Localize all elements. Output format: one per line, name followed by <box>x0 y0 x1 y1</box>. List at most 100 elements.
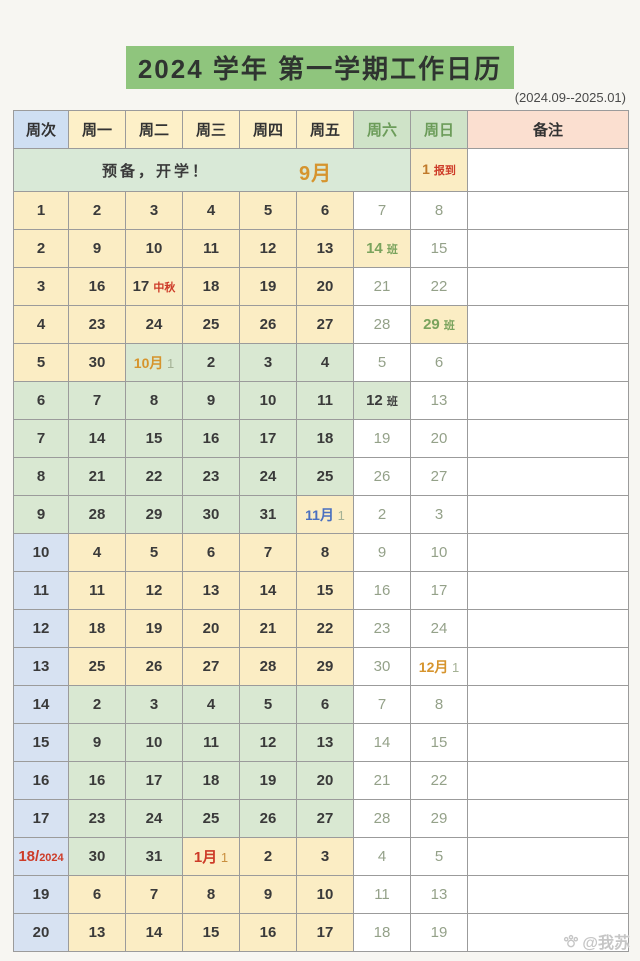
note-cell <box>467 571 629 610</box>
day-cell: 27 <box>296 799 354 838</box>
cell-text: 15 <box>430 239 448 257</box>
note-cell <box>467 148 629 192</box>
cell-text: 22 <box>430 771 448 789</box>
week-row-10: 10 4 5 6 7 8 9 10 <box>13 533 629 572</box>
day-cell: 11 <box>182 723 240 762</box>
week-row-20: 20 13 14 15 16 17 18 19 <box>13 913 629 952</box>
cell-text: 2 <box>206 353 216 371</box>
cell-text: 30 <box>88 353 106 371</box>
day-cell: 9 <box>239 875 297 914</box>
cell-text: 26 <box>145 657 163 675</box>
day-cell: 22 <box>410 761 468 800</box>
cell-text: 28 <box>259 657 277 675</box>
month-header-row: 预备，开学！ 9月 1 报到 <box>13 148 629 192</box>
cell-text: 9 <box>36 505 46 523</box>
day-cell: 3 <box>239 343 297 382</box>
day-cell: 7 <box>68 381 126 420</box>
cell-text: 班 <box>386 243 398 256</box>
cell-text: 10 <box>145 239 163 257</box>
cell-text: 1 <box>422 161 434 177</box>
week-row-1: 1 2 3 4 5 6 7 8 <box>13 191 629 230</box>
day-cell: 11月 1 <box>296 495 354 534</box>
cell-text: 9 <box>377 543 387 561</box>
column-header-周日: 周日 <box>410 110 468 149</box>
cell-text: 27 <box>430 467 448 485</box>
cell-text: 26 <box>373 467 391 485</box>
day-cell: 16 <box>353 571 411 610</box>
day-cell: 12月 1 <box>410 647 468 686</box>
cell-text: 27 <box>316 315 334 333</box>
day-cell: 3 <box>296 837 354 876</box>
day-cell: 21 <box>353 267 411 306</box>
day-cell: 15 <box>410 229 468 268</box>
cell-text: 16 <box>259 923 277 941</box>
column-header-周三: 周三 <box>182 110 240 149</box>
day-cell: 2 <box>239 837 297 876</box>
cell-text: 9 <box>92 239 102 257</box>
day-cell: 18 <box>68 609 126 648</box>
paw-icon <box>564 934 579 948</box>
day-cell: 14 班 <box>353 229 411 268</box>
day-cell: 24 <box>125 799 183 838</box>
day-cell: 25 <box>68 647 126 686</box>
cell-text: 31 <box>259 505 277 523</box>
day-cell: 16 <box>182 419 240 458</box>
day-cell: 26 <box>125 647 183 686</box>
day-cell: 8 <box>296 533 354 572</box>
cell-text: 24 <box>430 619 448 637</box>
week-row-15: 15 9 10 11 12 13 14 15 <box>13 723 629 762</box>
cell-text: 21 <box>373 771 391 789</box>
day-cell: 18 <box>353 913 411 952</box>
cell-text: 3 <box>434 505 444 523</box>
cell-text: 8 <box>206 885 216 903</box>
day-cell: 10 <box>125 723 183 762</box>
cell-text: 6 <box>206 543 216 561</box>
day-cell: 26 <box>239 799 297 838</box>
cell-text: 7 <box>263 543 273 561</box>
day-cell: 24 <box>125 305 183 344</box>
cell-text: 5 <box>263 201 273 219</box>
cell-text: 5 <box>377 353 387 371</box>
day-cell: 20 <box>182 609 240 648</box>
cell-text: 1月 <box>193 849 218 866</box>
column-header-周一: 周一 <box>68 110 126 149</box>
cell-text: 24 <box>145 809 163 827</box>
cell-text: 17 <box>430 581 448 599</box>
day-cell: 10 <box>296 875 354 914</box>
cell-text: 11月 <box>305 506 334 523</box>
cell-text: 2 <box>92 201 102 219</box>
cell-text: 13 <box>32 657 50 675</box>
note-cell <box>467 685 629 724</box>
cell-text: 12 <box>32 619 50 637</box>
day-cell: 14 <box>68 419 126 458</box>
day-cell: 4 <box>182 685 240 724</box>
cell-text: 11 <box>89 581 105 599</box>
week-row-11: 11 11 12 13 14 15 16 17 <box>13 571 629 610</box>
week-number-cell: 16 <box>13 761 69 800</box>
cell-text: 5 <box>434 847 444 865</box>
day-cell: 17 中秋 <box>125 267 183 306</box>
cell-text: 20 <box>32 923 50 941</box>
day-cell: 18 <box>296 419 354 458</box>
column-header-备注: 备注 <box>467 110 629 149</box>
day-cell: 21 <box>353 761 411 800</box>
cell-text: 7 <box>149 885 159 903</box>
day-cell: 30 <box>182 495 240 534</box>
cell-text: 28 <box>88 505 106 523</box>
week-number-cell: 3 <box>13 267 69 306</box>
day-cell: 29 <box>296 647 354 686</box>
day-cell: 9 <box>353 533 411 572</box>
cell-text: 19 <box>430 923 448 941</box>
week-number-cell: 6 <box>13 381 69 420</box>
cell-text: 13 <box>316 239 334 257</box>
day-cell: 29 班 <box>410 305 468 344</box>
day-cell: 24 <box>410 609 468 648</box>
day-cell: 15 <box>125 419 183 458</box>
note-cell <box>467 609 629 648</box>
day-cell: 29 <box>410 799 468 838</box>
week-number-cell: 20 <box>13 913 69 952</box>
day-cell: 25 <box>182 305 240 344</box>
cell-text: 3 <box>149 695 159 713</box>
cell-text: 18 <box>202 771 220 789</box>
day-cell: 8 <box>182 875 240 914</box>
